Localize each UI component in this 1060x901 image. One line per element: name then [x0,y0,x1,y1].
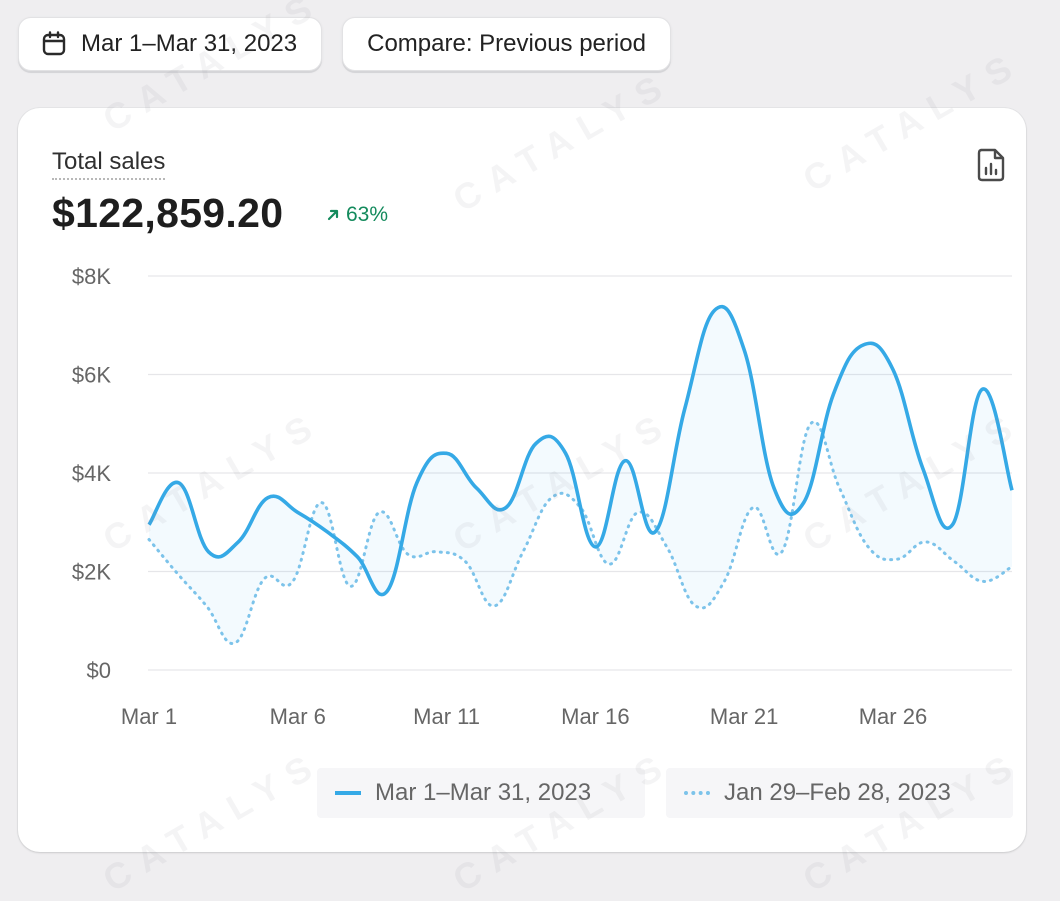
x-tick-label: Mar 16 [561,704,629,729]
metric-value: $122,859.20 [52,190,284,236]
legend-item-previous[interactable]: Jan 29–Feb 28, 2023 [666,768,1013,818]
series-area-fill [149,306,1012,644]
date-range-button[interactable]: Mar 1–Mar 31, 2023 [18,17,323,71]
metric-change: 63% [326,203,388,227]
x-tick-label: Mar 21 [710,704,778,729]
legend-item-current[interactable]: Mar 1–Mar 31, 2023 [317,768,645,818]
sales-card: Total sales $122,859.20 63% $0 $2K $4K $6K $… [18,108,1026,852]
x-tick-label: Mar 6 [270,704,326,729]
date-range-label: Mar 1–Mar 31, 2023 [81,30,298,57]
series-line-previous [147,420,1014,645]
y-tick-label: $6K [72,363,111,388]
toolbar: Mar 1–Mar 31, 2023 Compare: Previous per… [18,17,671,71]
compare-button[interactable]: Compare: Previous period [342,17,671,71]
legend-solid-line-icon [335,791,361,795]
x-tick-label: Mar 1 [121,704,177,729]
x-tick-label: Mar 26 [859,704,927,729]
metric-title[interactable]: Total sales [52,148,166,180]
legend-label-previous: Jan 29–Feb 28, 2023 [724,779,951,806]
arrow-up-right-icon [327,209,339,221]
y-tick-label: $2K [72,560,111,585]
y-tick-label: $4K [72,461,111,486]
series-line-current [147,304,1014,597]
calendar-icon [42,31,66,56]
legend-dotted-line-icon [684,791,710,795]
report-icon[interactable] [976,148,1006,182]
sales-line-chart[interactable]: $0 $2K $4K $6K $8K Mar 1 Mar 6 Mar 11 Mar 16 Mar … [18,108,1026,758]
y-tick-label: $8K [72,264,111,289]
legend-label-current: Mar 1–Mar 31, 2023 [375,779,592,806]
metric-change-value: 63% [346,203,389,226]
compare-label: Compare: Previous period [367,30,646,57]
x-tick-label: Mar 11 [413,704,480,729]
y-tick-label: $0 [87,658,111,683]
